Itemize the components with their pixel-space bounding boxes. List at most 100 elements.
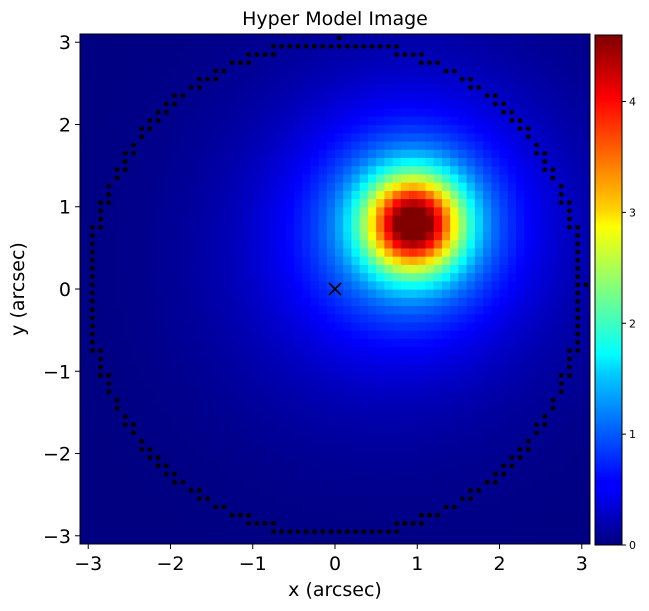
- image-pixel: [219, 437, 229, 446]
- image-pixel: [219, 469, 229, 479]
- image-pixel: [359, 58, 369, 68]
- image-pixel: [236, 437, 246, 446]
- image-pixel: [425, 445, 435, 455]
- image-pixel: [178, 511, 188, 520]
- mask-border-point: [410, 521, 416, 526]
- image-pixel: [129, 34, 139, 43]
- image-pixel: [260, 75, 270, 84]
- image-pixel: [211, 387, 221, 397]
- image-pixel: [252, 387, 262, 397]
- image-pixel: [178, 354, 188, 364]
- image-pixel: [400, 297, 410, 307]
- mask-border-point: [328, 529, 334, 535]
- image-pixel: [359, 313, 369, 323]
- image-pixel: [335, 511, 344, 520]
- image-pixel: [384, 83, 394, 93]
- mask-border-point: [122, 150, 128, 156]
- image-pixel: [417, 124, 427, 134]
- image-pixel: [293, 264, 303, 274]
- image-pixel: [104, 206, 114, 216]
- image-pixel: [515, 478, 525, 488]
- mask-border-point: [262, 52, 268, 57]
- image-pixel: [260, 247, 270, 257]
- image-pixel: [359, 132, 369, 142]
- image-pixel: [129, 190, 139, 200]
- image-pixel: [228, 519, 237, 529]
- image-pixel: [458, 412, 468, 422]
- image-pixel: [540, 404, 550, 413]
- image-pixel: [425, 256, 435, 265]
- image-pixel: [285, 190, 295, 200]
- image-pixel: [532, 354, 542, 364]
- image-pixel: [548, 198, 558, 208]
- image-pixel: [293, 108, 303, 117]
- image-pixel: [417, 395, 427, 405]
- image-pixel: [310, 412, 320, 422]
- mask-border-point: [550, 167, 556, 173]
- image-pixel: [178, 124, 188, 134]
- image-pixel: [532, 535, 542, 544]
- image-pixel: [302, 387, 311, 397]
- image-pixel: [367, 297, 377, 307]
- image-pixel: [458, 231, 468, 241]
- image-pixel: [409, 198, 418, 208]
- image-pixel: [203, 239, 213, 249]
- image-pixel: [318, 354, 328, 364]
- image-pixel: [343, 313, 353, 323]
- image-pixel: [318, 428, 328, 438]
- mask-border-point: [468, 76, 474, 82]
- image-pixel: [557, 223, 566, 233]
- image-pixel: [310, 511, 320, 520]
- image-pixel: [515, 395, 525, 405]
- image-pixel: [557, 173, 566, 183]
- image-pixel: [483, 486, 492, 496]
- image-pixel: [548, 83, 558, 93]
- image-pixel: [335, 247, 344, 257]
- image-pixel: [532, 75, 542, 84]
- mask-border-point: [575, 266, 581, 271]
- image-pixel: [104, 272, 114, 282]
- mask-border-point: [402, 521, 408, 526]
- image-pixel: [392, 272, 402, 282]
- image-pixel: [154, 58, 163, 68]
- image-pixel: [343, 428, 353, 438]
- image-pixel: [384, 173, 394, 183]
- image-pixel: [491, 313, 501, 323]
- image-pixel: [244, 264, 254, 274]
- image-pixel: [433, 206, 443, 216]
- image-pixel: [417, 140, 427, 150]
- image-pixel: [96, 34, 106, 43]
- image-pixel: [466, 437, 476, 446]
- image-pixel: [112, 461, 122, 471]
- mask-border-point: [575, 323, 581, 329]
- image-pixel: [425, 108, 435, 117]
- image-pixel: [491, 206, 501, 216]
- image-pixel: [260, 124, 270, 134]
- mask-border-point: [567, 224, 572, 230]
- image-pixel: [540, 173, 550, 183]
- image-pixel: [392, 190, 402, 200]
- image-pixel: [219, 108, 229, 117]
- image-pixel: [112, 75, 122, 84]
- image-pixel: [293, 511, 303, 520]
- image-pixel: [269, 132, 279, 142]
- image-pixel: [581, 453, 590, 463]
- image-pixel: [129, 247, 139, 257]
- image-pixel: [515, 519, 525, 529]
- image-pixel: [269, 157, 279, 167]
- image-pixel: [285, 412, 295, 422]
- image-pixel: [450, 527, 459, 537]
- image-pixel: [252, 404, 262, 413]
- image-pixel: [302, 502, 311, 512]
- image-pixel: [433, 461, 443, 471]
- image-pixel: [359, 108, 369, 117]
- image-pixel: [162, 313, 172, 323]
- image-pixel: [252, 371, 262, 381]
- image-pixel: [277, 395, 287, 405]
- image-pixel: [269, 173, 279, 183]
- image-pixel: [154, 206, 163, 216]
- image-pixel: [557, 519, 566, 529]
- image-pixel: [195, 445, 204, 455]
- image-pixel: [376, 437, 385, 446]
- image-pixel: [137, 519, 147, 529]
